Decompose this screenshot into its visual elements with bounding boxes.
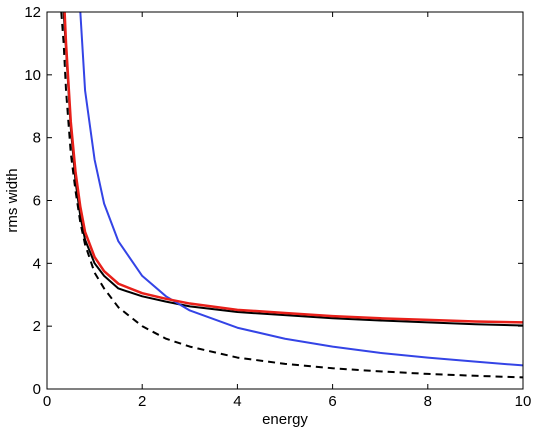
x-tick-label: 10 — [515, 393, 532, 410]
x-tick-label: 4 — [233, 393, 241, 410]
y-tick-label: 6 — [33, 193, 41, 210]
ticks-layer: 0 2 4 6 8 10 0 2 4 6 8 10 12 — [24, 4, 531, 410]
y-tick-label: 12 — [24, 4, 41, 21]
y-tick-label: 0 — [33, 381, 41, 398]
y-tick-label: 4 — [33, 255, 41, 272]
x-tick-label: 0 — [43, 393, 51, 410]
x-tick-label: 2 — [138, 393, 146, 410]
series-line-1 — [60, 12, 523, 379]
series-line-2 — [62, 12, 523, 327]
x-tick-label: 8 — [424, 393, 432, 410]
series-line-4 — [63, 12, 523, 324]
x-axis-label: energy — [262, 411, 308, 428]
y-tick-label: 2 — [33, 318, 41, 335]
y-axis-label: rms width — [4, 168, 21, 232]
y-tick-label: 8 — [33, 130, 41, 147]
series-line-3 — [79, 12, 523, 367]
x-tick-label: 6 — [328, 393, 336, 410]
y-tick-label: 10 — [24, 67, 41, 84]
plot-frame — [46, 11, 524, 390]
series-layer — [60, 12, 523, 379]
